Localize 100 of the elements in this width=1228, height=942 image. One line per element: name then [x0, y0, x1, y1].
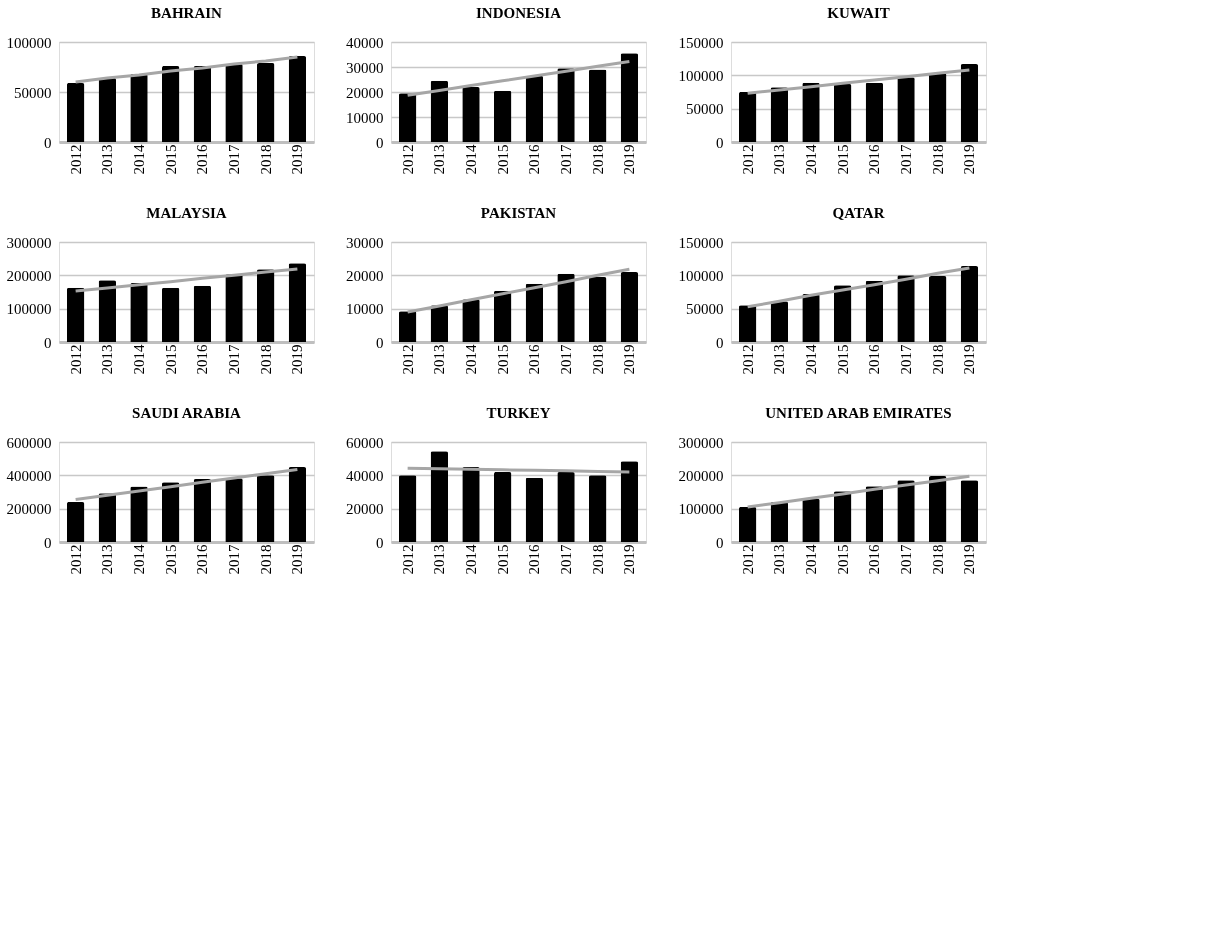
bar	[833, 84, 852, 142]
chart-title: QATAR	[832, 205, 885, 221]
bar	[525, 477, 544, 542]
y-tick-label: 0	[376, 134, 384, 151]
x-tick-label: 2013	[431, 144, 448, 175]
y-tick-label: 300000	[678, 434, 724, 451]
y-tick-label: 50000	[686, 301, 724, 318]
x-tick-label: 2016	[526, 144, 543, 175]
x-tick-label: 2017	[226, 344, 243, 375]
bar	[738, 92, 757, 142]
y-tick-label: 150000	[678, 234, 724, 251]
bar	[493, 472, 512, 542]
x-tick-label: 2019	[961, 344, 978, 375]
x-tick-label: 2019	[961, 544, 978, 575]
x-tick-label: 2013	[431, 344, 448, 375]
bar	[66, 502, 85, 542]
x-tick-label: 2016	[526, 344, 543, 375]
x-tick-label: 2017	[226, 144, 243, 175]
chart-title: PAKISTAN	[480, 205, 557, 221]
bar	[493, 290, 512, 342]
x-tick-label: 2013	[99, 544, 116, 575]
x-tick-label: 2018	[257, 544, 274, 575]
chart-title: BAHRAIN	[151, 5, 223, 21]
x-tick-label: 2017	[898, 144, 915, 175]
x-tick-label: 2013	[99, 344, 116, 375]
bar	[66, 287, 85, 342]
x-tick-label: 2019	[961, 144, 978, 175]
x-tick-label: 2017	[898, 544, 915, 575]
y-tick-label: 30000	[346, 59, 384, 76]
y-tick-label: 600000	[6, 434, 52, 451]
line-series	[74, 267, 299, 293]
bar	[193, 285, 212, 342]
y-tick-label: 30000	[346, 234, 384, 251]
x-tick-label: 2013	[431, 544, 448, 575]
x-tick-label: 2014	[802, 344, 819, 375]
x-tick-label: 2016	[194, 544, 211, 575]
y-tick-label: 0	[44, 134, 52, 151]
bar	[288, 56, 307, 142]
x-tick-label: 2018	[929, 144, 946, 175]
y-tick-label: 150000	[678, 34, 724, 51]
y-tick-label: 200000	[6, 267, 52, 284]
bar	[66, 83, 85, 142]
bar	[738, 507, 757, 542]
line-series	[74, 55, 299, 84]
bar	[833, 285, 852, 342]
y-tick-label: 0	[716, 134, 724, 151]
chart-title: MALAYSIA	[146, 205, 227, 221]
x-tick-label: 2018	[589, 144, 606, 175]
y-tick-label: 10000	[346, 109, 384, 126]
bar	[256, 475, 275, 542]
x-tick-label: 2012	[399, 144, 416, 175]
x-tick-label: 2019	[289, 144, 306, 175]
line-series	[746, 266, 971, 309]
x-tick-label: 2016	[866, 544, 883, 575]
bar	[225, 478, 243, 542]
bar	[98, 493, 117, 542]
bar	[770, 301, 789, 342]
bar	[256, 269, 275, 342]
x-tick-label: 2013	[771, 544, 788, 575]
bar	[960, 64, 979, 142]
y-tick-label: 100000	[678, 267, 724, 284]
bar	[865, 82, 884, 142]
x-tick-label: 2015	[162, 544, 179, 575]
y-tick-label: 100000	[6, 301, 52, 318]
x-tick-label: 2012	[399, 544, 416, 575]
y-tick-label: 0	[376, 334, 384, 351]
bar	[98, 280, 117, 342]
x-tick-label: 2017	[898, 344, 915, 375]
x-tick-label: 2014	[462, 544, 479, 575]
line-series	[746, 68, 971, 95]
x-tick-label: 2018	[589, 544, 606, 575]
x-tick-label: 2017	[558, 544, 575, 575]
x-tick-label: 2016	[866, 144, 883, 175]
bar	[462, 87, 480, 142]
chart-title: SAUDI ARABIA	[132, 405, 242, 421]
x-tick-label: 2019	[621, 344, 638, 375]
bar	[98, 78, 117, 142]
x-tick-label: 2018	[257, 144, 274, 175]
bar	[430, 80, 449, 142]
bar	[161, 287, 180, 342]
bar	[398, 93, 417, 142]
y-tick-label: 0	[716, 334, 724, 351]
y-tick-label: 20000	[346, 267, 384, 284]
y-tick-label: 0	[376, 534, 384, 551]
bar	[525, 283, 544, 342]
x-tick-label: 2015	[494, 544, 511, 575]
bar	[960, 480, 979, 542]
bar	[865, 486, 884, 542]
bar	[928, 276, 947, 342]
bar	[620, 461, 639, 542]
y-tick-label: 100000	[678, 67, 724, 84]
x-tick-label: 2014	[130, 544, 147, 575]
bar	[928, 73, 947, 142]
y-tick-label: 200000	[678, 467, 724, 484]
bar	[770, 87, 789, 142]
x-tick-label: 2015	[494, 344, 511, 375]
y-tick-label: 50000	[14, 84, 52, 101]
x-tick-label: 2012	[67, 344, 84, 375]
chart-title: INDONESIA	[475, 5, 562, 21]
x-tick-label: 2019	[621, 144, 638, 175]
